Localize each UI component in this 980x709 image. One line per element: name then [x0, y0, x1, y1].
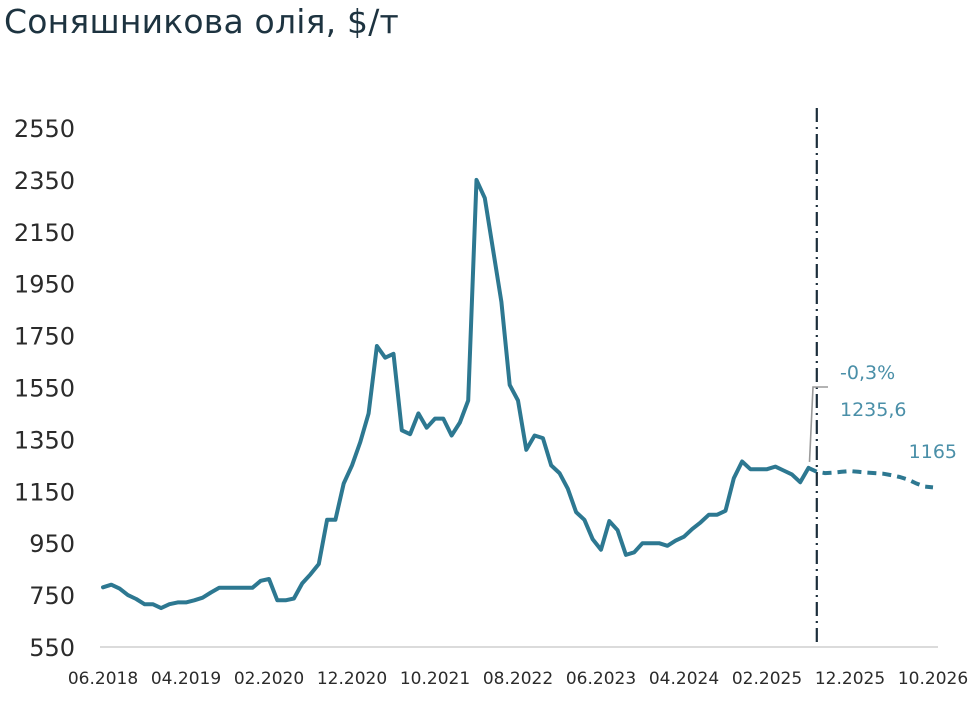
- x-tick-label: 08.2022: [483, 669, 553, 689]
- series-group: [101, 177, 934, 611]
- y-tick-label: 2350: [14, 167, 75, 195]
- y-axis-ticks: 550 750 950 1150 1350 1550 1750 1950 2150 2350 255…: [14, 115, 75, 662]
- chart-title: Соняшникова олія, $/т: [4, 2, 399, 41]
- x-tick-label: 02.2025: [732, 669, 802, 689]
- y-tick-label: 1750: [14, 323, 75, 351]
- annotation-value-label: 1235,6: [840, 399, 906, 421]
- y-tick-label: 1950: [14, 271, 75, 299]
- forecast-series-line: [807, 466, 934, 490]
- y-tick-label: 2150: [14, 219, 75, 247]
- x-tick-label: 04.2019: [151, 669, 221, 689]
- x-tick-label: 12.2025: [815, 669, 885, 689]
- y-tick-label: 750: [29, 582, 75, 610]
- x-tick-label: 06.2023: [566, 669, 636, 689]
- y-tick-label: 950: [29, 530, 75, 558]
- annotation-end-label: 1165: [909, 441, 957, 463]
- y-tick-label: 2550: [14, 115, 75, 143]
- y-tick-label: 1150: [14, 478, 75, 506]
- actual-series-line: [101, 177, 811, 611]
- y-tick-label: 1350: [14, 426, 75, 454]
- y-tick-label: 550: [29, 634, 75, 662]
- x-tick-label: 02.2020: [234, 669, 304, 689]
- annotation-change-label: -0,3%: [840, 362, 895, 384]
- x-axis-ticks: 06.2018 04.2019 02.2020 12.2020 10.2021 08.20…: [68, 669, 968, 689]
- x-tick-label: 10.2026: [898, 669, 968, 689]
- x-tick-label: 10.2021: [400, 669, 470, 689]
- x-tick-label: 12.2020: [317, 669, 387, 689]
- annotation-leader-line: [808, 386, 828, 462]
- x-tick-label: 06.2018: [68, 669, 138, 689]
- y-tick-label: 1550: [14, 375, 75, 403]
- x-tick-label: 04.2024: [649, 669, 719, 689]
